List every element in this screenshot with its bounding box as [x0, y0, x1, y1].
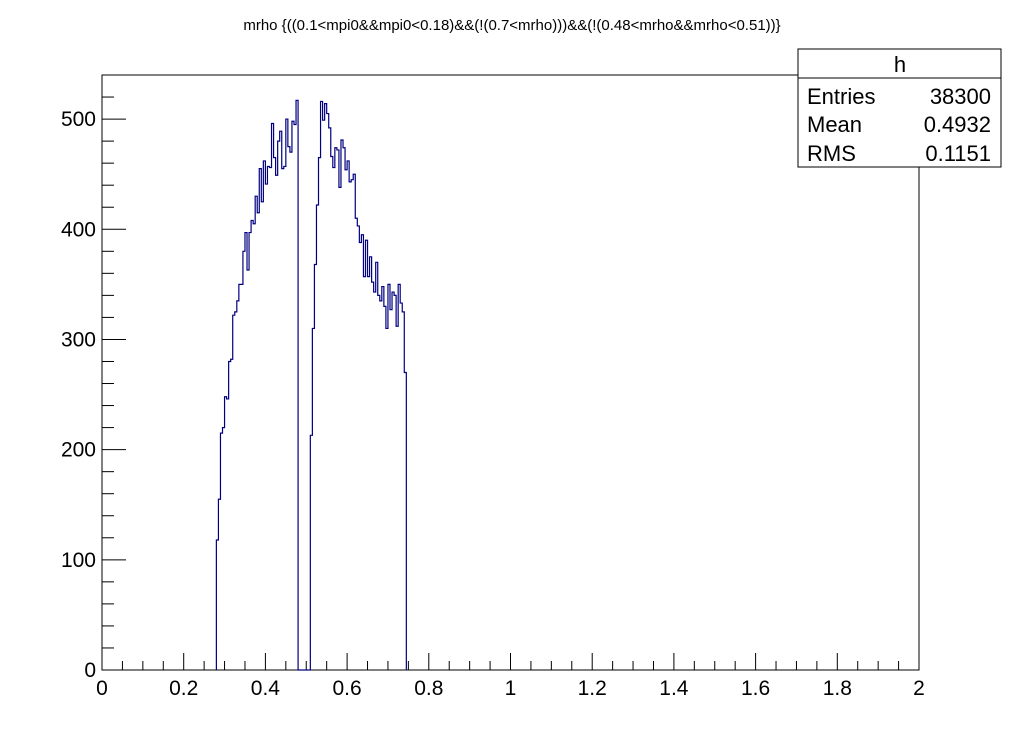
x-tick-label: 0.6 — [332, 677, 361, 700]
x-tick-label: 1.4 — [659, 677, 689, 700]
stats-rms-label: RMS — [807, 141, 856, 166]
x-tick-label: 1.2 — [578, 677, 607, 700]
x-tick-label: 1.6 — [741, 677, 770, 700]
stats-entries-label: Entries — [807, 84, 875, 109]
stats-box-frame — [797, 48, 1002, 168]
x-tick-label: 1 — [505, 677, 517, 700]
x-tick-label: 0.8 — [414, 677, 443, 700]
x-tick-label: 2 — [913, 677, 925, 700]
x-axis: 0 0.2 0.4 0.6 0.8 1 1.2 1.4 1.6 1.8 2 — [96, 653, 925, 700]
stats-entries-value: 38300 — [930, 84, 991, 109]
x-tick-label: 0 — [96, 677, 108, 700]
x-tick-label: 1.8 — [823, 677, 852, 700]
stats-mean-label: Mean — [807, 112, 862, 137]
y-axis: 0 100 200 300 400 500 — [61, 74, 126, 682]
y-tick-label: 400 — [61, 218, 96, 241]
y-tick-label: 100 — [61, 549, 96, 572]
y-tick-label: 200 — [61, 439, 96, 462]
plot-frame — [101, 74, 920, 671]
x-tick-label: 0.2 — [169, 677, 198, 700]
histogram-series — [215, 99, 407, 671]
y-tick-label: 500 — [61, 108, 96, 131]
y-tick-label: 300 — [61, 328, 96, 351]
stats-box-title: h — [894, 52, 906, 77]
stats-rms-value: 0.1151 — [925, 141, 991, 166]
chart-title: mrho {((0.1<mpi0&&mpi0<0.18)&&(!(0.7<mrh… — [243, 17, 780, 34]
stats-mean-value: 0.4932 — [924, 112, 991, 137]
y-tick-label: 0 — [84, 659, 96, 682]
stats-box: h Entries 38300 Mean 0.4932 RMS 0.1151 — [797, 48, 1002, 168]
histogram-line — [215, 99, 407, 671]
x-tick-label: 0.4 — [251, 677, 281, 700]
